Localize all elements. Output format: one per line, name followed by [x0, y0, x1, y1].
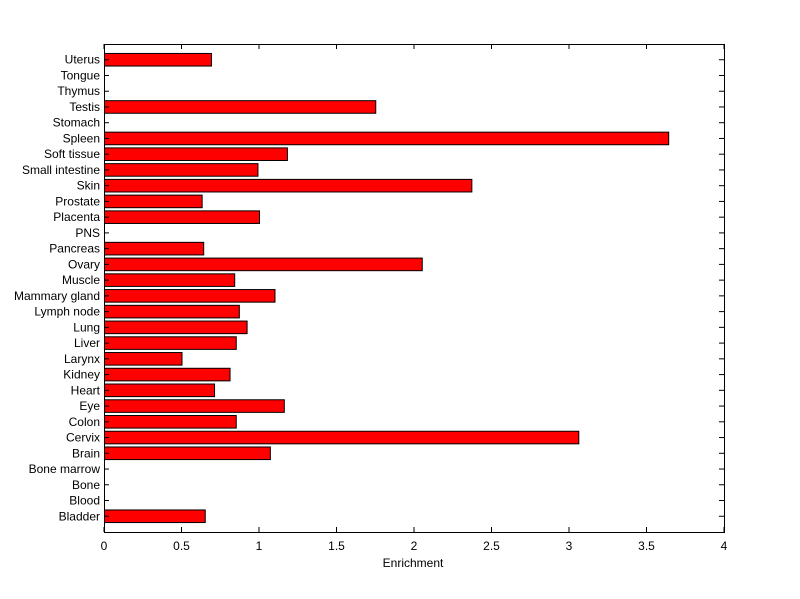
bar-mammary-gland	[104, 289, 276, 303]
y-tick-label: Brain	[72, 446, 100, 460]
x-tick-label: 1	[256, 539, 263, 553]
y-tick-label: Mammary gland	[14, 289, 100, 303]
bar-brain	[104, 446, 271, 461]
bar-bladder	[104, 509, 206, 524]
x-tick-label: 2	[411, 539, 418, 553]
y-tick-label: Ovary	[68, 257, 100, 271]
bar-testis	[104, 100, 377, 114]
y-tick-label: Lymph node	[34, 305, 100, 319]
x-tick-label: 0	[101, 539, 108, 553]
y-tick-label: Tongue	[61, 68, 101, 82]
bar-uterus	[104, 52, 212, 67]
y-tick-label: Bladder	[59, 509, 100, 523]
y-tick-label: Heart	[71, 383, 101, 397]
y-tick-label: Lung	[73, 320, 100, 334]
y-tick-label: Eye	[79, 399, 100, 413]
bar-small-intestine	[104, 163, 259, 177]
bar-soft-tissue	[104, 147, 288, 161]
x-tick-label: 2.5	[483, 539, 500, 553]
bar-skin	[104, 178, 473, 193]
y-tick-label: Colon	[69, 415, 100, 429]
y-tick-label: Pancreas	[49, 242, 100, 256]
x-ticks-group: 0 0.5 1 1.5 2 2.5 3 3.5 4	[101, 44, 728, 553]
y-tick-label: Uterus	[65, 53, 100, 67]
x-tick-label: 4	[721, 539, 728, 553]
bar-eye	[104, 399, 285, 413]
y-tick-label: Kidney	[63, 368, 100, 382]
y-tick-label: Thymus	[57, 84, 100, 98]
y-tick-label: Small intestine	[22, 163, 100, 177]
y-tick-label: Cervix	[66, 431, 100, 445]
y-tick-label: Blood	[69, 494, 100, 508]
y-tick-label: Muscle	[62, 273, 100, 287]
bar-heart	[104, 383, 216, 398]
y-tick-label: Skin	[77, 179, 100, 193]
bar-placenta	[104, 210, 260, 224]
bar-muscle	[104, 273, 236, 287]
y-tick-label: Soft tissue	[44, 147, 100, 161]
y-tick-label: Testis	[69, 100, 100, 114]
y-tick-label: Bone marrow	[29, 462, 101, 476]
y-tick-label: Larynx	[64, 352, 100, 366]
y-tick-label: Prostate	[55, 194, 100, 208]
bar-lymph-node	[104, 304, 240, 319]
y-tick-label: Placenta	[53, 210, 100, 224]
x-tick-label: 3.5	[638, 539, 655, 553]
y-tick-label: Bone	[72, 478, 100, 492]
bar-cervix	[104, 430, 580, 445]
x-tick-label: 1.5	[328, 539, 345, 553]
x-tick-label: 0.5	[173, 539, 190, 553]
bar-lung	[104, 320, 248, 335]
bar-spleen	[104, 131, 670, 146]
bar-larynx	[104, 352, 183, 366]
bar-prostate	[104, 194, 203, 209]
bar-pancreas	[104, 241, 205, 256]
x-axis-label: Enrichment	[383, 556, 444, 570]
bar-ovary	[104, 257, 423, 272]
bar-kidney	[104, 367, 231, 382]
y-tick-label: PNS	[75, 226, 100, 240]
bar-liver	[104, 336, 237, 350]
y-tick-label: Liver	[74, 336, 100, 350]
bar-colon	[104, 415, 237, 429]
bars-group	[104, 52, 670, 524]
x-tick-label: 3	[566, 539, 573, 553]
y-tick-label: Stomach	[53, 116, 100, 130]
y-tick-label: Spleen	[63, 131, 100, 145]
